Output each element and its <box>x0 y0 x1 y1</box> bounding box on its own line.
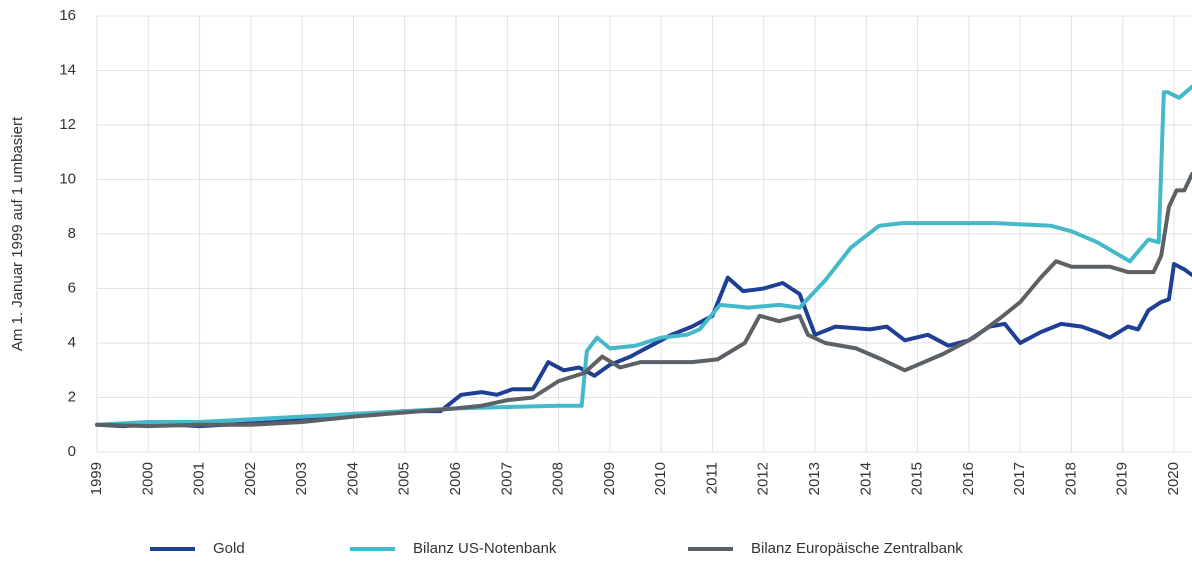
x-tick-label: 2007 <box>498 462 515 495</box>
y-tick-label: 10 <box>59 170 76 187</box>
x-tick-label: 2001 <box>191 462 208 495</box>
x-tick-label: 2002 <box>242 462 259 495</box>
x-tick-label: 2005 <box>396 462 413 495</box>
y-tick-label: 14 <box>59 61 76 78</box>
x-tick-label: 2006 <box>447 462 464 495</box>
x-tick-label: 2018 <box>1062 462 1079 495</box>
x-tick-label: 2013 <box>806 462 823 495</box>
x-tick-label: 2011 <box>703 462 720 494</box>
x-tick-label: 2000 <box>139 462 156 495</box>
x-tick-label: 2010 <box>652 462 669 495</box>
x-tick-label: 2014 <box>857 462 874 495</box>
legend-label: Bilanz Europäische Zentralbank <box>751 540 963 557</box>
y-axis-label: Am 1. Januar 1999 auf 1 umbasiert <box>9 116 26 351</box>
legend-label: Gold <box>213 540 245 557</box>
x-tick-label: 1999 <box>88 462 105 495</box>
x-tick-label: 2009 <box>601 462 618 495</box>
x-tick-label: 2003 <box>293 462 310 495</box>
x-tick-label: 2015 <box>909 462 926 495</box>
x-tick-label: 2012 <box>755 462 772 495</box>
line-series <box>95 172 1192 429</box>
x-tick-label: 2008 <box>550 462 567 495</box>
line-series <box>95 84 1192 427</box>
y-tick-label: 4 <box>68 334 76 351</box>
x-tick-label: 2004 <box>344 462 361 495</box>
x-tick-label: 2020 <box>1165 462 1182 495</box>
y-tick-label: 8 <box>68 225 76 242</box>
y-tick-label: 16 <box>59 7 76 24</box>
legend-label: Bilanz US-Notenbank <box>413 540 557 557</box>
y-tick-label: 0 <box>68 443 76 460</box>
x-tick-label: 2017 <box>1011 462 1028 495</box>
x-tick-label: 2019 <box>1114 462 1131 495</box>
y-tick-label: 6 <box>68 279 76 296</box>
y-tick-label: 12 <box>59 116 76 133</box>
x-tick-label: 2016 <box>960 462 977 495</box>
y-tick-label: 2 <box>68 388 76 405</box>
